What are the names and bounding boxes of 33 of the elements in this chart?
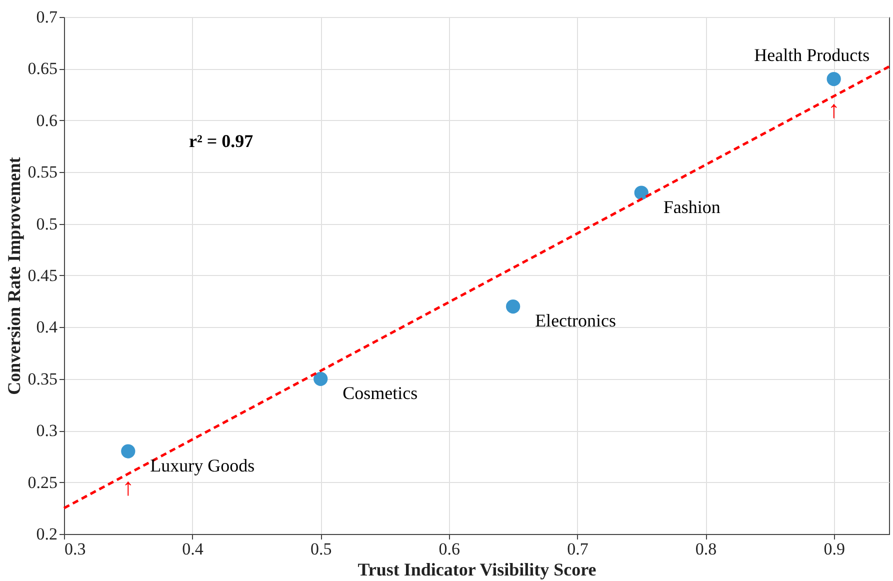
point xyxy=(506,299,520,314)
y-tick-label: 0.5 xyxy=(36,214,58,234)
y-tick-label: 0.6 xyxy=(36,110,58,130)
y-tick-label: 0.45 xyxy=(28,266,58,285)
point xyxy=(121,444,136,458)
y-tick-label: 0.4 xyxy=(36,318,58,337)
x-axis-title: Trust Indicator Visibility Score xyxy=(358,560,596,580)
point xyxy=(826,72,841,86)
x-tick-label: 0.3 xyxy=(64,540,86,558)
y-axis-title: Conversion Rate Improvement xyxy=(4,157,24,395)
y-tick-label: 0.55 xyxy=(28,162,58,182)
annotation: Fashion xyxy=(663,196,720,217)
y-tick-label: 0.25 xyxy=(28,472,58,492)
x-tick-label: 0.6 xyxy=(438,540,460,558)
annotation: r² = 0.97 xyxy=(189,131,254,151)
y-tick-label: 0.2 xyxy=(36,524,58,544)
annotation: Electronics xyxy=(535,310,616,331)
point xyxy=(314,372,328,386)
y-tick-label: 0.35 xyxy=(28,369,58,388)
y-tick-label: 0.3 xyxy=(36,421,58,440)
x-tick-label: 0.5 xyxy=(310,540,332,558)
annotation: Health Products xyxy=(754,45,870,66)
x-tick-label: 0.7 xyxy=(567,540,589,558)
annotation: ↑ xyxy=(122,475,134,502)
annotation: Cosmetics xyxy=(342,382,418,403)
annotation: Luxury Goods xyxy=(150,455,255,476)
y-tick-label: 0.65 xyxy=(28,59,58,78)
annotation: ↑ xyxy=(828,98,840,124)
x-tick-label: 0.4 xyxy=(182,540,204,558)
x-tick-label: 0.9 xyxy=(824,540,845,558)
point xyxy=(634,186,648,200)
y-tick-label: 0.7 xyxy=(36,8,58,26)
x-tick-label: 0.8 xyxy=(695,540,717,558)
